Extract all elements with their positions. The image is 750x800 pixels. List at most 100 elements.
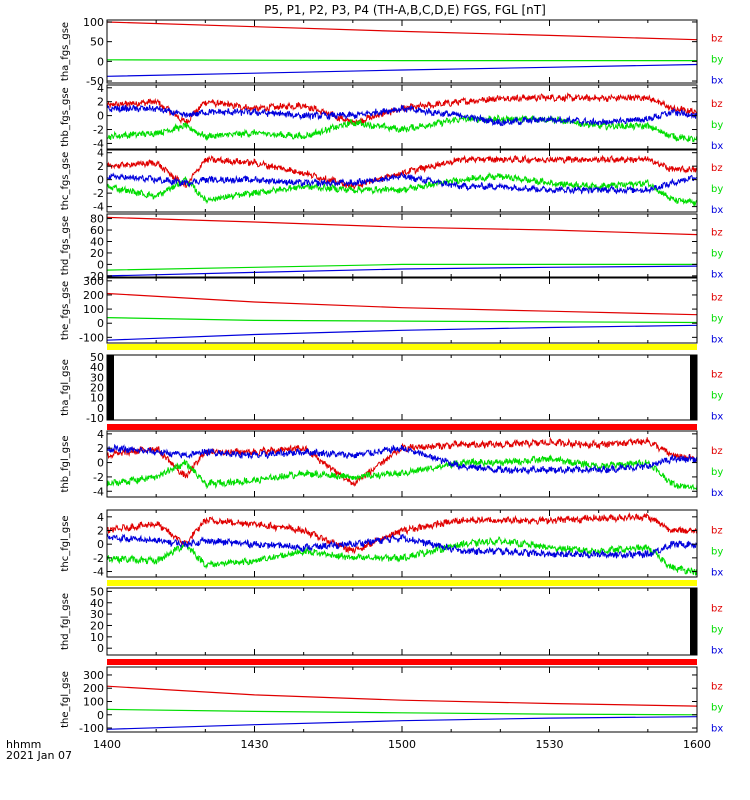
series-line-bx (107, 716, 697, 730)
series-line-bx (107, 63, 697, 77)
series-line-bz (107, 21, 697, 41)
y-tick-label: 0 (97, 55, 104, 68)
panel-thc_fgs_gse: thc_fgs_gse 420-2-4 bz by bx (60, 147, 723, 216)
x-tick-label: 1600 (683, 738, 711, 751)
y-tick-label: 2 (97, 525, 104, 538)
x-tick-label: 1530 (536, 738, 564, 751)
y-tick-label: 40 (90, 597, 104, 610)
y-tick-label: 50 (90, 351, 104, 364)
legend-label-by: by (711, 703, 723, 714)
y-tick-label: 20 (90, 382, 104, 395)
panel-ylabel: thb_fgl_gse (60, 436, 71, 493)
time-axis: 1400 1430 1500 1530 1600 (93, 738, 711, 751)
legend-label-by: by (711, 391, 723, 402)
legend-label-by: by (711, 547, 723, 558)
panel-frame (106, 354, 698, 421)
legend-label-by: by (711, 467, 723, 478)
y-tick-label: 4 (97, 511, 104, 524)
y-tick-label: 4 (97, 147, 104, 160)
time-axis-date: 2021 Jan 07 (6, 749, 72, 762)
y-tick-label: 4 (97, 82, 104, 95)
panel-ylabel: tha_fgs_gse (60, 22, 71, 81)
legend-label-bx: bx (711, 568, 723, 579)
panel-ylabel: thb_fgs_gse (60, 87, 71, 146)
no-data-fill-right (690, 588, 697, 655)
y-tick-label: -2 (93, 124, 104, 137)
legend-label-bx: bx (711, 646, 723, 657)
y-tick-label: 80 (90, 213, 104, 226)
series-line-by (107, 708, 697, 716)
time-axis-label: hhmm (6, 738, 41, 751)
legend-label-bz: bz (711, 526, 723, 537)
series-line-bz (107, 685, 697, 707)
series-line-by (107, 59, 697, 62)
legend-label-bz: bz (711, 99, 723, 110)
y-tick-label: 0 (97, 457, 104, 470)
y-tick-label: 200 (83, 682, 104, 695)
y-tick-label: 2 (97, 442, 104, 455)
x-tick-label: 1430 (241, 738, 269, 751)
series-line-bx (107, 104, 697, 127)
y-tick-label: 40 (90, 361, 104, 374)
status-bar-yellow (107, 580, 697, 586)
y-tick-label: -2 (93, 187, 104, 200)
y-tick-label: 2 (97, 96, 104, 109)
series-line-bx (107, 324, 697, 341)
panel-thb_fgs_gse: thb_fgs_gse 420-2-4 bz by bx (60, 82, 723, 152)
y-tick-label: 100 (83, 16, 104, 29)
panel-tha_fgs_gse: tha_fgs_gse 100 50 0 -50 bz by bx (60, 16, 723, 88)
y-tick-label: 50 (90, 36, 104, 49)
legend-label-bz: bz (711, 163, 723, 174)
y-tick-label: 0 (97, 642, 104, 655)
legend-label-bz: bz (711, 682, 723, 693)
y-tick-label: 20 (90, 247, 104, 260)
plot-title: P5, P1, P2, P3, P4 (TH-A,B,C,D,E) FGS, F… (264, 3, 546, 17)
y-tick-label: 40 (90, 235, 104, 248)
series-line-by (107, 317, 697, 324)
status-bar-red (107, 424, 697, 430)
y-tick-label: 300 (83, 275, 104, 288)
status-bar-red (107, 659, 697, 665)
series-line-bx (107, 265, 697, 277)
panel-ylabel: the_fgs_gse (60, 281, 71, 340)
y-tick-label: 0 (97, 709, 104, 722)
y-tick-label: 0 (97, 402, 104, 415)
y-tick-label: 0 (97, 110, 104, 123)
y-tick-label: 200 (83, 289, 104, 302)
y-tick-label: -100 (79, 331, 104, 344)
panel-ylabel: thc_fgl_gse (60, 515, 71, 571)
y-tick-label: 0 (97, 317, 104, 330)
y-tick-label: -4 (93, 566, 104, 579)
legend-label-bx: bx (711, 488, 723, 499)
y-tick-label: -20 (86, 270, 104, 283)
panel-thb_fgl_gse: thb_fgl_gse 42 0-2-4 bz by bx (60, 428, 723, 499)
y-tick-label: 30 (90, 371, 104, 384)
legend-label-bz: bz (711, 293, 723, 304)
y-tick-label: 100 (83, 695, 104, 708)
y-tick-label: 4 (97, 428, 104, 441)
y-tick-label: -50 (86, 75, 104, 88)
y-tick-label: 50 (90, 585, 104, 598)
y-tick-label: -4 (93, 485, 104, 498)
legend-label-bx: bx (711, 270, 723, 281)
y-tick-label: -10 (86, 412, 104, 425)
legend-label-bz: bz (711, 228, 723, 239)
series-line-bx (107, 533, 697, 560)
panel-ylabel: the_fgl_gse (60, 671, 71, 728)
legend-label-by: by (711, 184, 723, 195)
series-line-by (107, 114, 697, 143)
panel-thc_fgl_gse: thc_fgl_gse 420-2-4 bz by bx (60, 509, 723, 579)
x-tick-label: 1400 (93, 738, 121, 751)
legend-label-bx: bx (711, 412, 723, 423)
x-tick-label: 1500 (388, 738, 416, 751)
panel-ylabel: tha_fgl_gse (60, 359, 71, 416)
y-tick-label: 100 (83, 303, 104, 316)
panel-frame (106, 587, 698, 656)
legend-label-by: by (711, 249, 723, 260)
y-tick-label: 0 (97, 174, 104, 187)
